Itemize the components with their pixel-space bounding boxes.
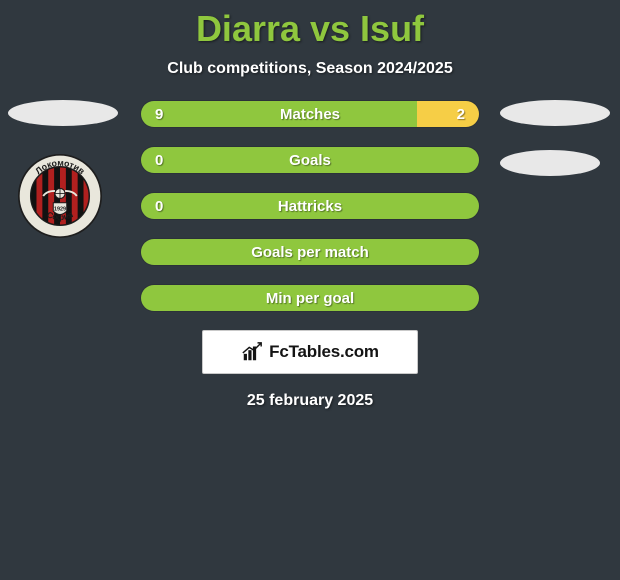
brand-text: FcTables.com — [269, 342, 379, 362]
stat-row: Hattricks0 — [140, 192, 480, 220]
stat-label: Hattricks — [141, 193, 479, 219]
stat-label: Matches — [141, 101, 479, 127]
stat-label: Goals per match — [141, 239, 479, 265]
stat-bars: Matches92Goals0Hattricks0Goals per match… — [140, 100, 480, 312]
player-left-placeholder — [8, 100, 118, 126]
comparison-area: Локомотив София 1929 Matches92Goals0Hatt… — [0, 100, 620, 410]
stat-row: Min per goal — [140, 284, 480, 312]
stat-label: Min per goal — [141, 285, 479, 311]
stat-value-left: 0 — [155, 147, 163, 173]
stat-value-right: 2 — [457, 101, 465, 127]
brand-badge: FcTables.com — [202, 330, 418, 374]
stat-value-left: 9 — [155, 101, 163, 127]
stat-row: Matches9 2 — [140, 100, 480, 128]
club-logo-left: Локомотив София 1929 — [18, 154, 102, 238]
svg-text:1929: 1929 — [54, 206, 66, 212]
club-right-placeholder — [500, 150, 600, 176]
date-text: 25 february 2025 — [0, 392, 620, 410]
stat-row: Goals per match — [140, 238, 480, 266]
stat-row: Goals0 — [140, 146, 480, 174]
player-right-placeholder — [500, 100, 610, 126]
subtitle: Club competitions, Season 2024/2025 — [0, 60, 620, 78]
page-title: Diarra vs Isuf — [0, 0, 620, 50]
stat-label: Goals — [141, 147, 479, 173]
bar-chart-icon — [241, 341, 263, 363]
stat-value-left: 0 — [155, 193, 163, 219]
